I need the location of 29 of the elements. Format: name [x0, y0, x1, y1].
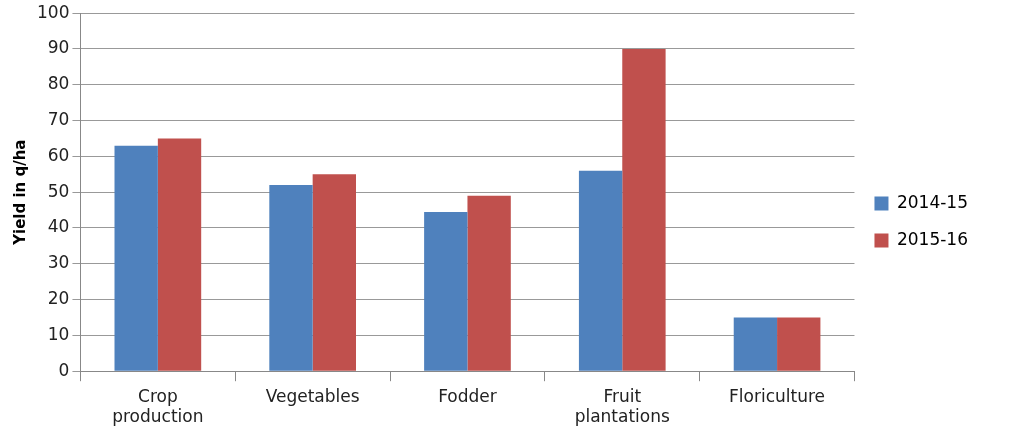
bar	[622, 49, 666, 371]
x-tick-label: Fruit plantations	[574, 385, 671, 427]
bar	[312, 174, 356, 371]
legend-label: 2014-15	[896, 191, 968, 212]
bar	[733, 317, 778, 371]
y-tick-label: 70	[47, 109, 70, 130]
y-tick-label: 30	[47, 252, 70, 273]
x-tick-label: Fodder	[438, 385, 497, 406]
x-tick-label: Crop production	[112, 385, 204, 427]
x-tick-label: Vegetables	[265, 385, 360, 406]
bar	[157, 138, 202, 371]
x-tick-label: Floriculture	[729, 385, 826, 406]
y-tick-label: 100	[36, 1, 70, 22]
bar	[777, 317, 821, 371]
y-tick-label: 90	[47, 37, 70, 58]
bar	[114, 145, 158, 371]
y-tick-label: 10	[47, 323, 70, 344]
y-tick-label: 0	[58, 359, 70, 380]
y-tick-label: 20	[47, 288, 70, 309]
y-tick-label: 40	[47, 216, 70, 237]
bar	[269, 185, 313, 371]
legend-label: 2015-16	[896, 228, 968, 249]
y-tick-label: 80	[47, 73, 70, 94]
y-tick-label: 50	[47, 180, 70, 201]
y-tick-label: 60	[47, 144, 70, 165]
y-axis-title: Yield in q/ha	[10, 139, 29, 246]
bar	[424, 211, 468, 371]
bar	[467, 195, 511, 371]
bar	[578, 170, 623, 371]
